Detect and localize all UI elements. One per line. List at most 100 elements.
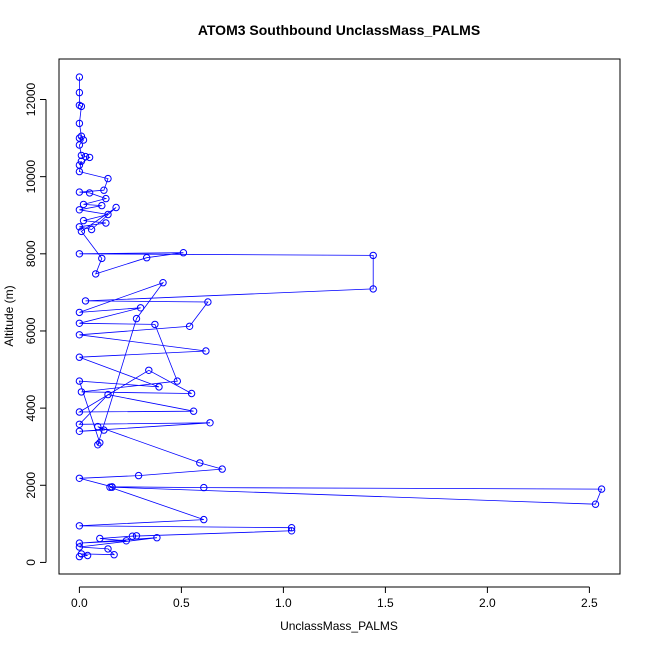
data-point — [153, 534, 161, 542]
data-point — [287, 524, 296, 532]
data-point — [77, 157, 86, 165]
data-point — [143, 254, 151, 262]
y-axis: 0 2000 4000 6000 8000 10000 12000 — [24, 82, 47, 566]
data-point — [179, 249, 188, 257]
data-point — [96, 534, 104, 543]
data-point — [218, 465, 226, 473]
data-point — [106, 483, 114, 491]
data-point — [75, 188, 84, 196]
data-point — [104, 210, 112, 219]
data-point — [81, 152, 90, 161]
data-point — [81, 297, 90, 305]
data-point — [77, 227, 86, 236]
data-point — [96, 439, 104, 447]
data-point — [100, 186, 108, 194]
data-point — [75, 408, 84, 416]
series-layer — [75, 73, 606, 561]
data-point — [75, 543, 84, 551]
data-point — [79, 136, 88, 144]
data-point — [110, 551, 118, 559]
data-point — [204, 298, 212, 306]
data-point — [94, 422, 102, 431]
y-axis-label: Altitude (m) — [2, 285, 16, 346]
data-point — [189, 407, 198, 415]
data-point — [75, 223, 84, 231]
data-point — [112, 203, 120, 212]
data-point — [159, 279, 167, 287]
data-point — [75, 88, 84, 97]
y-tick-label: 12000 — [24, 82, 38, 116]
data-point — [77, 388, 86, 396]
data-point — [75, 474, 84, 482]
data-point — [369, 251, 377, 260]
data-point — [77, 102, 86, 111]
data-point — [102, 219, 110, 227]
data-point — [75, 331, 84, 339]
y-tick-label: 10000 — [24, 160, 38, 194]
data-point — [136, 304, 145, 312]
data-point — [98, 254, 106, 263]
data-point — [187, 389, 196, 398]
data-point — [77, 132, 86, 140]
data-point — [100, 426, 108, 434]
data-point — [85, 153, 94, 162]
data-point — [83, 551, 92, 560]
x-tick-label: 1.0 — [275, 596, 292, 610]
x-tick-label: 0.5 — [173, 596, 190, 610]
data-point — [104, 174, 112, 183]
data-point — [122, 537, 131, 545]
data-point — [75, 250, 84, 258]
data-point — [85, 189, 94, 197]
data-point — [98, 201, 106, 210]
plot-frame — [58, 58, 621, 575]
data-point — [196, 459, 204, 467]
x-tick-label: 2.0 — [479, 596, 496, 610]
data-point — [128, 532, 137, 540]
data-point — [92, 270, 100, 278]
data-point — [185, 322, 194, 330]
data-point — [200, 483, 208, 492]
data-point — [104, 545, 112, 553]
x-tick-label: 1.5 — [377, 596, 394, 610]
data-point — [94, 441, 102, 449]
data-point — [79, 216, 88, 225]
data-point — [75, 206, 84, 214]
data-point — [173, 377, 182, 385]
data-point — [200, 515, 208, 524]
data-point — [75, 141, 84, 149]
data-point — [102, 194, 110, 203]
data-point — [155, 383, 163, 391]
data-point — [145, 366, 153, 374]
data-point — [75, 119, 84, 128]
data-point — [75, 552, 84, 561]
data-point — [132, 532, 141, 540]
data-point — [75, 167, 84, 176]
chart-title: ATOM3 Southbound UnclassMass_PALMS — [198, 22, 480, 38]
data-point — [77, 151, 86, 160]
data-point — [75, 522, 84, 530]
data-point — [369, 285, 377, 293]
y-tick-label: 6000 — [24, 317, 38, 344]
y-tick-label: 0 — [24, 559, 38, 566]
y-tick-label: 2000 — [24, 472, 38, 499]
data-point — [75, 353, 84, 361]
data-point — [151, 320, 159, 329]
data-point — [75, 420, 84, 428]
data-point — [132, 314, 141, 323]
data-point — [79, 200, 88, 209]
data-point — [206, 419, 214, 427]
x-axis: 0.0 0.5 1.0 1.5 2.0 2.5 — [71, 586, 598, 610]
data-point — [287, 527, 296, 535]
data-point — [75, 427, 84, 435]
data-point — [75, 308, 84, 317]
y-tick-label: 8000 — [24, 240, 38, 267]
x-axis-label: UnclassMass_PALMS — [280, 619, 398, 633]
data-point — [104, 390, 112, 399]
x-tick-label: 2.5 — [581, 596, 598, 610]
data-point — [202, 347, 210, 355]
data-point — [597, 485, 606, 493]
data-point — [75, 73, 84, 81]
